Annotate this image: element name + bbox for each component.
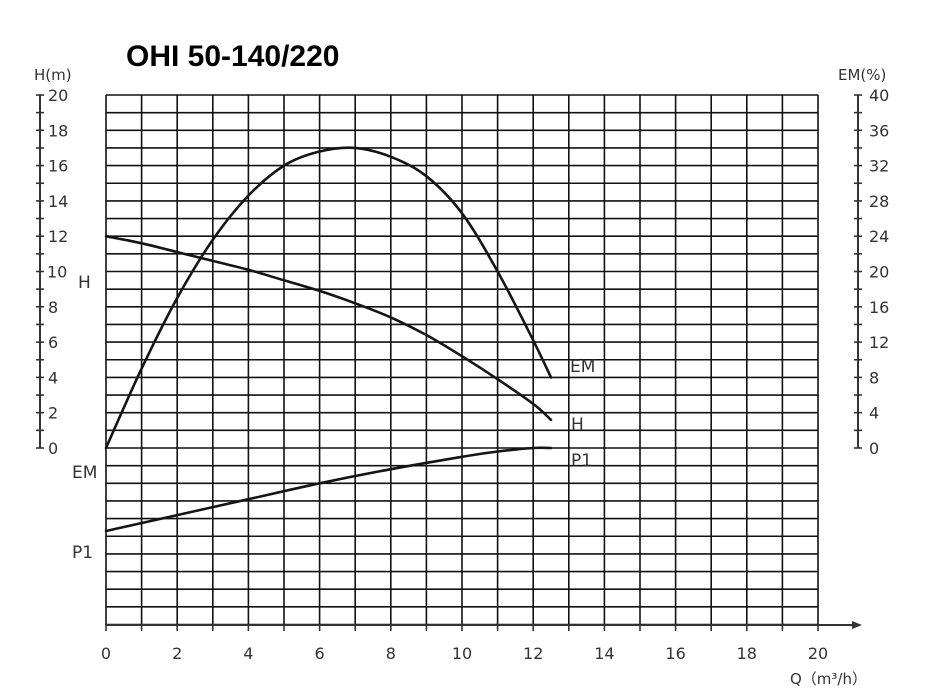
y-left-tick-label: 16 <box>48 157 68 176</box>
y-right-tick-label: 4 <box>869 404 879 423</box>
x-axis-label: Q（m³/h） <box>790 670 867 688</box>
curve-em <box>104 146 553 450</box>
chart-title: OHI 50-140/220 <box>126 40 339 73</box>
y-left-tick-label: 2 <box>48 404 58 423</box>
x-axis-arrow <box>852 621 862 629</box>
y-left-tick-label: 12 <box>48 227 68 246</box>
y-right-tick-label: 32 <box>869 157 889 176</box>
y-right-tick-label: 20 <box>869 263 889 282</box>
x-tick-label: 14 <box>594 644 614 663</box>
x-tick-label: 12 <box>523 644 543 663</box>
x-tick-label: 4 <box>243 644 253 663</box>
y-left-tick-label: 20 <box>48 86 68 105</box>
y-left-tick-label: 8 <box>48 298 58 317</box>
curve-label-em-left: EM <box>72 463 97 483</box>
y-left-tick-label: 6 <box>48 333 58 352</box>
y-right-tick-label: 40 <box>869 86 889 105</box>
curve-label-em-right: EM <box>570 357 595 377</box>
curve-p1 <box>104 446 553 533</box>
y-left-tick-label: 18 <box>48 121 68 140</box>
y-right-tick-label: 0 <box>869 439 879 458</box>
curve-label-h-right: H <box>571 415 584 435</box>
x-tick-label: 2 <box>172 644 182 663</box>
x-tick-label: 8 <box>386 644 396 663</box>
y-right-tick-label: 8 <box>869 368 879 387</box>
x-tick-label: 20 <box>808 644 828 663</box>
curve-label-h-left: H <box>78 273 91 293</box>
curve-label-p1-left: P1 <box>72 543 93 563</box>
y-left-axis-label: H(m) <box>34 66 72 84</box>
curve-h <box>104 234 553 422</box>
y-right-tick-label: 24 <box>869 227 889 246</box>
y-right-tick-label: 28 <box>869 192 889 211</box>
x-tick-label: 16 <box>665 644 685 663</box>
x-tick-label: 6 <box>315 644 325 663</box>
y-left-tick-label: 10 <box>47 263 67 282</box>
curve-label-p1-right: P1 <box>571 451 592 471</box>
y-right-tick-label: 16 <box>869 298 889 317</box>
y-right-axis-label: EM(%) <box>838 66 886 84</box>
y-left-tick-label: 4 <box>48 368 58 387</box>
x-tick-label: 10 <box>452 644 472 663</box>
y-right-tick-label: 36 <box>869 121 889 140</box>
x-tick-label: 0 <box>101 644 111 663</box>
y-left-tick-label: 14 <box>48 192 68 211</box>
y-right-tick-label: 12 <box>869 333 889 352</box>
curves <box>104 146 553 533</box>
y-left-tick-label: 0 <box>48 439 58 458</box>
x-tick-label: 18 <box>737 644 757 663</box>
grid <box>105 94 819 626</box>
labels: EM H P1 H EM P1 <box>72 273 595 563</box>
